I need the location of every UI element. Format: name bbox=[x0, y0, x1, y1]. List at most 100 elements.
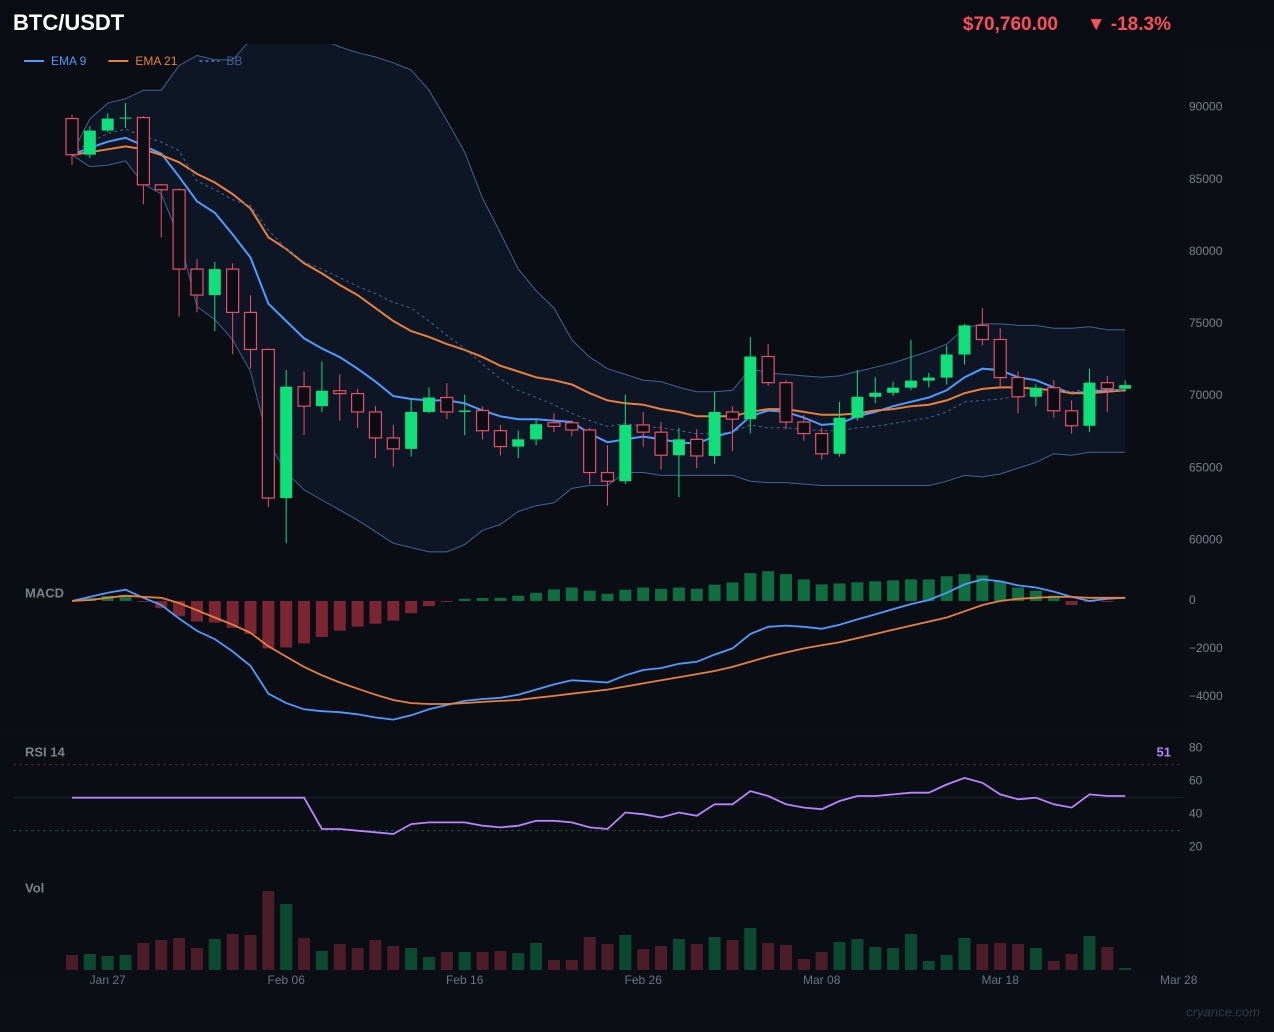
volume-bar bbox=[797, 959, 810, 970]
volume-bar bbox=[119, 955, 132, 970]
candle-body bbox=[887, 387, 900, 393]
macd-histogram-bar bbox=[601, 593, 614, 601]
candle-body bbox=[600, 471, 615, 482]
macd-histogram-bar bbox=[922, 579, 935, 601]
candle-body bbox=[172, 189, 186, 270]
candle-body bbox=[797, 421, 811, 435]
macd-histogram-bar bbox=[440, 600, 453, 602]
candle-body bbox=[101, 118, 114, 131]
y-tick-label: 80000 bbox=[1189, 244, 1223, 258]
y-tick-label: 85000 bbox=[1189, 172, 1223, 186]
volume-bar bbox=[226, 934, 239, 970]
volume-bar bbox=[1083, 936, 1096, 970]
candle-body bbox=[1100, 382, 1114, 390]
macd-histogram-bar bbox=[869, 581, 882, 601]
y-tick-label: 0 bbox=[1189, 593, 1196, 607]
candle-body bbox=[904, 380, 917, 388]
macd-histogram-bar bbox=[833, 583, 846, 601]
macd-histogram-bar bbox=[137, 600, 150, 602]
candle-body bbox=[583, 429, 597, 474]
y-tick-label: 40 bbox=[1189, 806, 1203, 820]
legend-label: BB bbox=[226, 54, 242, 68]
last-price: $70,760.00 bbox=[963, 14, 1058, 35]
macd-histogram-bar bbox=[387, 600, 400, 621]
volume-bar bbox=[726, 940, 739, 970]
candle-body bbox=[940, 354, 953, 378]
bb-lower bbox=[71, 154, 1126, 553]
candle-body bbox=[690, 438, 704, 457]
macd-histogram-bar bbox=[512, 595, 525, 601]
volume-bar bbox=[547, 960, 560, 970]
macd-histogram-bar bbox=[797, 579, 810, 601]
candle-body bbox=[619, 424, 632, 482]
x-tick-label: Jan 27 bbox=[90, 973, 126, 987]
macd-histogram-bar bbox=[690, 588, 703, 601]
candle-body bbox=[975, 324, 989, 341]
candle-body bbox=[636, 424, 650, 433]
candle-body bbox=[226, 268, 240, 313]
candle-body bbox=[1119, 385, 1132, 389]
macd-histogram-bar bbox=[726, 582, 739, 601]
volume-bar bbox=[494, 951, 507, 970]
candle-body bbox=[815, 432, 829, 455]
candle-body bbox=[1047, 387, 1061, 412]
volume-bar bbox=[887, 948, 900, 970]
x-tick-label: Feb 06 bbox=[268, 973, 306, 987]
volume-bar bbox=[904, 934, 917, 970]
candle-body bbox=[423, 397, 435, 412]
volume-bar bbox=[744, 928, 757, 970]
candle-body bbox=[458, 410, 471, 412]
volume-bar bbox=[137, 943, 150, 970]
x-tick-label: Mar 08 bbox=[803, 973, 841, 987]
y-tick-label: 90000 bbox=[1189, 100, 1223, 114]
volume-bar bbox=[476, 952, 489, 970]
macd-histogram-bar bbox=[405, 600, 418, 614]
volume-bar bbox=[1047, 961, 1060, 970]
macd-histogram-bar bbox=[119, 594, 132, 601]
symbol-title: BTC/USDT bbox=[13, 10, 125, 35]
volume-bar bbox=[815, 952, 828, 970]
legend-label: EMA 21 bbox=[135, 54, 177, 68]
macd-histogram-bar bbox=[1029, 590, 1042, 601]
volume-bar bbox=[851, 939, 864, 970]
macd-histogram-bar bbox=[190, 600, 203, 622]
volume-bar bbox=[208, 939, 221, 970]
ema-line bbox=[71, 145, 1126, 418]
candle-body bbox=[440, 396, 454, 413]
macd-histogram-bar bbox=[547, 589, 560, 601]
bb-fill bbox=[72, 44, 1126, 552]
macd-histogram-bar bbox=[1047, 595, 1060, 601]
volume-bar bbox=[369, 940, 382, 970]
volume-bar bbox=[280, 904, 293, 970]
macd-histogram-bar bbox=[280, 600, 293, 648]
volume-bar bbox=[565, 960, 578, 970]
macd-histogram-bar bbox=[976, 575, 989, 601]
x-tick-label: Mar 18 bbox=[982, 973, 1020, 987]
y-tick-label: 20 bbox=[1189, 839, 1203, 853]
candle-body bbox=[922, 377, 935, 381]
panel-title: MACD bbox=[25, 585, 64, 600]
candle-body bbox=[1083, 382, 1096, 426]
volume-bar bbox=[83, 954, 96, 970]
volume-bar bbox=[583, 937, 596, 970]
volume-bar bbox=[762, 943, 775, 970]
volume-bar bbox=[512, 953, 525, 970]
header-bar bbox=[0, 0, 1274, 44]
candle-body bbox=[958, 325, 971, 355]
volume-bar bbox=[1101, 947, 1114, 970]
candle-body bbox=[851, 396, 864, 418]
macd-histogram-bar bbox=[226, 600, 239, 628]
volume-bar bbox=[440, 952, 453, 970]
watermark: cryance.com bbox=[1186, 1004, 1260, 1019]
candle-body bbox=[475, 409, 490, 432]
candle-body bbox=[993, 338, 1007, 379]
volume-bar bbox=[423, 957, 435, 970]
volume-bar bbox=[66, 955, 78, 970]
candle-body bbox=[708, 411, 721, 456]
volume-bar bbox=[655, 946, 668, 970]
candle-body bbox=[725, 411, 740, 420]
volume-bar bbox=[101, 956, 114, 970]
y-tick-label: −2000 bbox=[1189, 641, 1223, 655]
volume-bar bbox=[976, 944, 989, 970]
